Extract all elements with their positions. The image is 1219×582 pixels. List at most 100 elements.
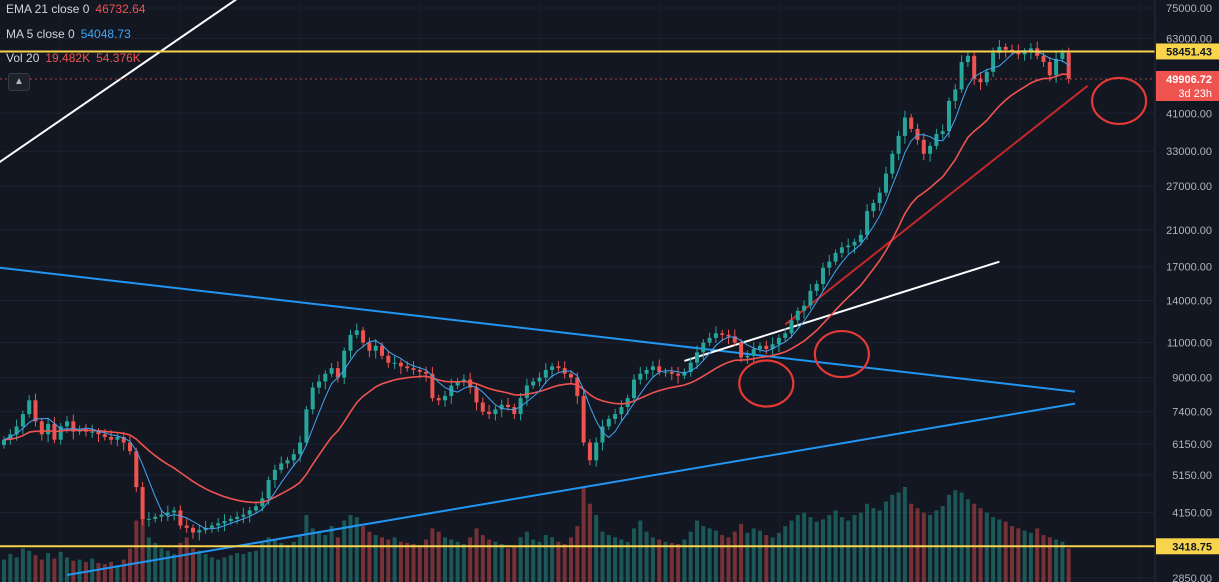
candle-body <box>657 366 662 372</box>
candle-body <box>430 373 435 399</box>
candle-body <box>209 525 214 528</box>
candle-body <box>20 414 25 427</box>
volume-bar <box>380 537 384 582</box>
volume-bar <box>663 541 668 582</box>
volume-bar <box>20 548 25 582</box>
volume-bar <box>134 520 139 582</box>
volume-bar <box>695 520 699 582</box>
legend-vol[interactable]: Vol 20 19.482K 54.376K <box>6 51 141 65</box>
candle-body <box>997 46 1002 53</box>
candle-body <box>600 426 605 443</box>
y-tick-label: 6150.00 <box>1172 439 1212 451</box>
volume-bar <box>247 551 252 582</box>
candle-body <box>380 345 384 356</box>
candle-body <box>1016 51 1021 55</box>
candle-body <box>732 336 737 343</box>
candle-body <box>455 381 460 386</box>
volume-bar <box>890 494 895 582</box>
volume-bar <box>8 554 13 582</box>
volume-bar <box>594 514 599 582</box>
volume-bar <box>424 539 429 582</box>
ema-line <box>3 73 1069 504</box>
y-tick-label: 11000.00 <box>1167 338 1212 350</box>
candle-body <box>65 421 69 427</box>
volume-bar <box>669 542 674 582</box>
candle-body <box>1066 52 1071 79</box>
volume-bar <box>203 554 208 582</box>
price-tag-bg <box>1156 70 1219 101</box>
volume-bar <box>165 550 170 582</box>
volume-bar <box>1028 532 1033 582</box>
volume-bar <box>209 557 214 582</box>
volume-bar <box>940 506 945 582</box>
candle-body <box>487 411 492 415</box>
volume-bar <box>984 512 989 582</box>
volume-bar <box>27 550 32 582</box>
volume-bar <box>569 537 573 582</box>
candle-body <box>153 516 158 519</box>
volume-bar <box>468 537 473 582</box>
candle-body <box>285 460 290 464</box>
volume-bar <box>1035 528 1040 582</box>
candlesticks <box>2 40 1071 541</box>
volume-bar <box>102 564 107 582</box>
volume-bar <box>291 541 296 582</box>
candle-body <box>795 310 800 321</box>
candle-body <box>783 333 788 338</box>
candle-body <box>739 342 744 358</box>
legend-ma[interactable]: MA 5 close 0 54048.73 <box>6 27 131 41</box>
candle-body <box>146 518 151 520</box>
volume-bar <box>58 551 63 582</box>
candle-body <box>896 135 901 154</box>
candle-body <box>417 369 422 372</box>
candle-body <box>940 131 945 135</box>
volume-bar <box>285 545 290 582</box>
volume-bar <box>1041 535 1046 582</box>
volume-bar <box>928 514 933 582</box>
candle-body <box>235 516 240 519</box>
candle-body <box>480 402 485 412</box>
y-tick-label: 2850.00 <box>1172 573 1212 582</box>
y-tick-label: 5150.00 <box>1172 470 1212 482</box>
volume-bar <box>921 512 926 582</box>
volume-bar <box>638 520 643 582</box>
candle-body <box>758 345 762 350</box>
y-tick-label: 4150.00 <box>1172 507 1212 519</box>
volume-bar <box>417 545 422 582</box>
y-tick-label: 9000.00 <box>1172 373 1212 385</box>
volume-bar <box>732 531 737 582</box>
candle-body <box>39 421 44 435</box>
volume-bar <box>298 535 303 582</box>
volume-bar <box>543 535 548 582</box>
volume-bar <box>1016 528 1021 582</box>
volume-bar <box>688 531 693 582</box>
candle-body <box>890 153 895 174</box>
annotation-circle-1 <box>813 329 871 379</box>
candle-body <box>184 525 189 528</box>
candle-body <box>537 377 542 382</box>
candle-body <box>707 337 712 343</box>
volume-bar <box>121 559 126 582</box>
candle-body <box>581 395 586 443</box>
volume-bar <box>871 508 876 582</box>
chevron-up-icon[interactable]: ▲ <box>8 73 30 91</box>
volume-bar <box>461 544 466 582</box>
y-tick-label: 33000.00 <box>1166 146 1212 158</box>
legend-ema[interactable]: EMA 21 close 0 46732.64 <box>6 2 145 16</box>
trendline-white-3 <box>684 260 1000 362</box>
annotation-circle-2 <box>1090 76 1148 126</box>
candle-body <box>575 377 580 396</box>
candle-body <box>398 362 403 367</box>
candle-body <box>1022 51 1027 55</box>
candle-body <box>833 252 838 262</box>
volume-bar <box>770 537 775 582</box>
volume-bar <box>512 546 517 582</box>
candle-body <box>751 349 756 356</box>
legend-ma-label: MA 5 close 0 <box>6 27 75 41</box>
volume-bar <box>443 537 447 582</box>
volume-bar <box>783 526 788 582</box>
y-tick-label: 75000.00 <box>1166 3 1212 15</box>
volume-bar <box>852 514 857 582</box>
volume-bar <box>562 544 567 582</box>
